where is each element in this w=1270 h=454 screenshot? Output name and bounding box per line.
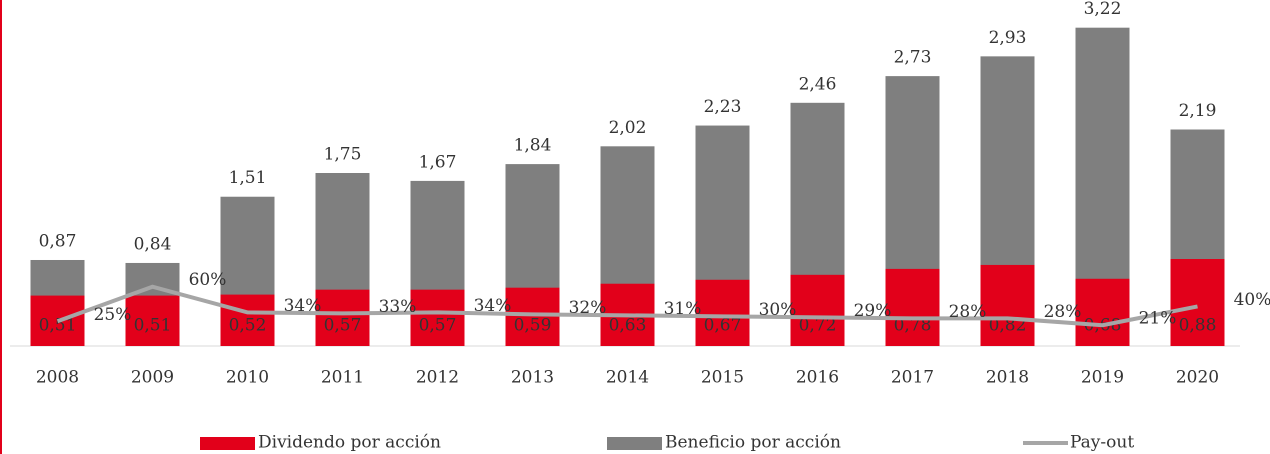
x-tick-label: 2017 [891, 368, 934, 388]
legend-swatch [607, 437, 662, 450]
data-label: 0,87 [39, 231, 77, 251]
data-label: 2,19 [1179, 101, 1217, 121]
line-label: 33% [379, 297, 417, 317]
data-label: 3,22 [1084, 0, 1122, 19]
x-tick-label: 2014 [606, 368, 649, 388]
line-label: 34% [284, 296, 322, 316]
data-label: 0,51 [39, 316, 77, 336]
data-label: 0,78 [894, 316, 932, 336]
bar [220, 294, 275, 346]
data-label: 0,57 [324, 316, 362, 336]
legend-label: Pay-out [1070, 433, 1134, 453]
data-label: 2,02 [609, 118, 647, 138]
bar [695, 279, 750, 346]
line-label: 32% [569, 298, 607, 318]
x-tick-label: 2012 [416, 368, 459, 388]
x-tick-label: 2018 [986, 368, 1029, 388]
data-label: 2,73 [894, 48, 932, 68]
bar [1075, 278, 1130, 346]
x-tick-label: 2013 [511, 368, 554, 388]
data-label: 0,52 [229, 316, 267, 336]
data-label: 1,84 [514, 136, 552, 156]
legend-swatch [200, 437, 255, 450]
bar [885, 268, 940, 346]
line-label: 28% [1044, 302, 1082, 322]
data-label: 2,23 [704, 97, 742, 117]
legend-label: Beneficio por acción [665, 433, 841, 453]
bar [410, 289, 465, 346]
data-label: 0,63 [609, 316, 647, 336]
legend-label: Dividendo por acción [258, 433, 441, 453]
line-label: 25% [94, 305, 132, 325]
bar [980, 264, 1035, 346]
data-label: 0,51 [134, 316, 172, 336]
data-label: 0,84 [134, 234, 172, 254]
bar [505, 287, 560, 346]
x-tick-label: 2011 [321, 368, 364, 388]
bar [125, 295, 180, 346]
data-label: 0,57 [419, 316, 457, 336]
bar [1170, 259, 1225, 346]
data-label: 0,88 [1179, 316, 1217, 336]
bar [790, 274, 845, 346]
x-tick-label: 2008 [36, 368, 79, 388]
data-label: 0,59 [514, 316, 552, 336]
x-tick-label: 2016 [796, 368, 839, 388]
line-label: 28% [949, 302, 987, 322]
data-label: 1,51 [229, 168, 267, 188]
x-tick-label: 2010 [226, 368, 269, 388]
x-tick-label: 2009 [131, 368, 174, 388]
bar [315, 289, 370, 346]
data-label: 2,46 [799, 74, 837, 94]
line-label: 29% [854, 301, 892, 321]
line-label: 31% [664, 299, 702, 319]
x-tick-label: 2015 [701, 368, 744, 388]
line-label: 21% [1139, 309, 1177, 329]
line [56, 284, 1198, 328]
data-label: 0,72 [799, 316, 837, 336]
data-label: 2,93 [989, 28, 1027, 48]
x-tick-label: 2020 [1176, 368, 1219, 388]
line-label: 40% [1234, 290, 1270, 310]
data-label: 1,67 [419, 152, 457, 172]
line-label: 30% [759, 300, 797, 320]
data-label: 0,67 [704, 316, 742, 336]
line-label: 60% [189, 270, 227, 290]
data-label: 1,75 [324, 145, 362, 165]
x-tick-label: 2019 [1081, 368, 1124, 388]
line-label: 34% [474, 296, 512, 316]
